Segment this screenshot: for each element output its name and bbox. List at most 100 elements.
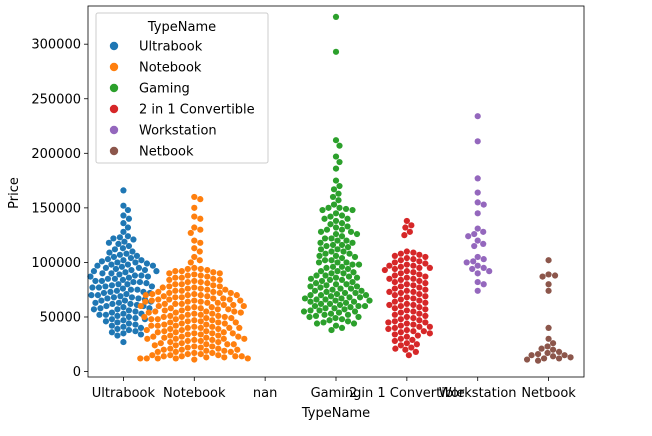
point-2-in-1-convertible [416, 277, 423, 285]
point-gaming [322, 250, 329, 257]
y-tick-label: 250000 [31, 92, 81, 107]
point-2-in-1-convertible [410, 328, 417, 335]
point-gaming [338, 254, 346, 262]
point-workstation [480, 281, 487, 288]
point-gaming [362, 292, 370, 299]
point-gaming [332, 322, 340, 329]
point-gaming [321, 215, 328, 222]
point-gaming [329, 241, 337, 249]
point-gaming [353, 274, 361, 281]
point-notebook [203, 341, 210, 348]
point-notebook [203, 321, 210, 328]
point-gaming [322, 272, 329, 279]
point-ultrabook [120, 228, 127, 235]
point-ultrabook [120, 310, 127, 317]
point-gaming [323, 288, 330, 295]
legend-marker [109, 83, 119, 93]
point-workstation [480, 256, 487, 263]
point-notebook [167, 332, 174, 339]
point-notebook [197, 337, 204, 345]
point-gaming [346, 250, 353, 257]
point-notebook [191, 290, 198, 298]
point-2-in-1-convertible [397, 257, 404, 264]
point-ultrabook [108, 282, 116, 289]
point-ultrabook [119, 276, 127, 283]
point-notebook [184, 265, 191, 273]
point-gaming [328, 270, 335, 277]
point-ultrabook [108, 329, 116, 336]
point-ultrabook [127, 286, 135, 293]
point-2-in-1-convertible [381, 266, 388, 274]
legend-marker [109, 104, 119, 114]
point-gaming [349, 261, 356, 268]
point-2-in-1-convertible [410, 275, 417, 282]
point-notebook [215, 325, 222, 333]
point-notebook [191, 237, 198, 244]
point-notebook [238, 353, 245, 360]
point-notebook [220, 335, 227, 342]
point-workstation [469, 265, 476, 273]
point-2-in-1-convertible [391, 278, 398, 286]
point-gaming [331, 305, 338, 312]
point-ultrabook [114, 306, 121, 313]
point-gaming [322, 296, 329, 303]
point-notebook [144, 335, 151, 342]
point-ultrabook [116, 234, 124, 241]
point-notebook [178, 287, 185, 294]
point-notebook [225, 306, 232, 313]
point-2-in-1-convertible [391, 331, 398, 338]
point-notebook [215, 352, 222, 359]
point-2-in-1-convertible [426, 330, 433, 337]
point-gaming [338, 220, 346, 227]
point-notebook [216, 283, 223, 290]
point-ultrabook [111, 275, 119, 282]
point-notebook [178, 353, 185, 360]
point-notebook [197, 350, 204, 358]
point-workstation [474, 237, 481, 244]
point-ultrabook [102, 311, 110, 318]
point-workstation [471, 230, 478, 238]
point-netbook [539, 273, 546, 280]
point-gaming [327, 293, 335, 300]
point-ultrabook [120, 304, 127, 311]
point-notebook [220, 295, 227, 302]
point-notebook [184, 278, 191, 286]
point-workstation [480, 240, 487, 247]
point-ultrabook [138, 272, 145, 279]
point-notebook [209, 323, 216, 330]
point-2-in-1-convertible [410, 321, 417, 328]
point-gaming [327, 310, 335, 317]
y-tick-label: 150000 [31, 201, 81, 216]
point-notebook [155, 296, 162, 303]
point-ultrabook [94, 262, 101, 269]
point-notebook [154, 355, 161, 362]
point-notebook [197, 272, 204, 279]
point-2-in-1-convertible [402, 346, 409, 353]
point-notebook [196, 257, 203, 264]
point-2-in-1-convertible [391, 337, 398, 345]
point-ultrabook [123, 250, 130, 257]
point-notebook [197, 331, 204, 338]
point-notebook [161, 328, 168, 335]
point-ultrabook [124, 233, 132, 240]
point-gaming [317, 228, 325, 235]
point-ultrabook [104, 256, 112, 263]
point-ultrabook [112, 265, 120, 273]
point-ultrabook [100, 289, 108, 297]
point-notebook [172, 335, 179, 342]
point-notebook [167, 305, 174, 312]
point-gaming [317, 284, 324, 291]
point-2-in-1-convertible [397, 316, 404, 323]
point-gaming [332, 252, 340, 259]
point-notebook [208, 304, 215, 311]
point-gaming [313, 272, 320, 279]
point-notebook [137, 355, 144, 362]
point-2-in-1-convertible [406, 228, 413, 235]
point-gaming [353, 283, 361, 290]
point-ultrabook [128, 294, 136, 301]
point-2-in-1-convertible [414, 332, 421, 339]
point-gaming [317, 246, 325, 253]
point-notebook [154, 322, 161, 329]
point-ultrabook [114, 325, 121, 333]
point-gaming [332, 281, 340, 288]
